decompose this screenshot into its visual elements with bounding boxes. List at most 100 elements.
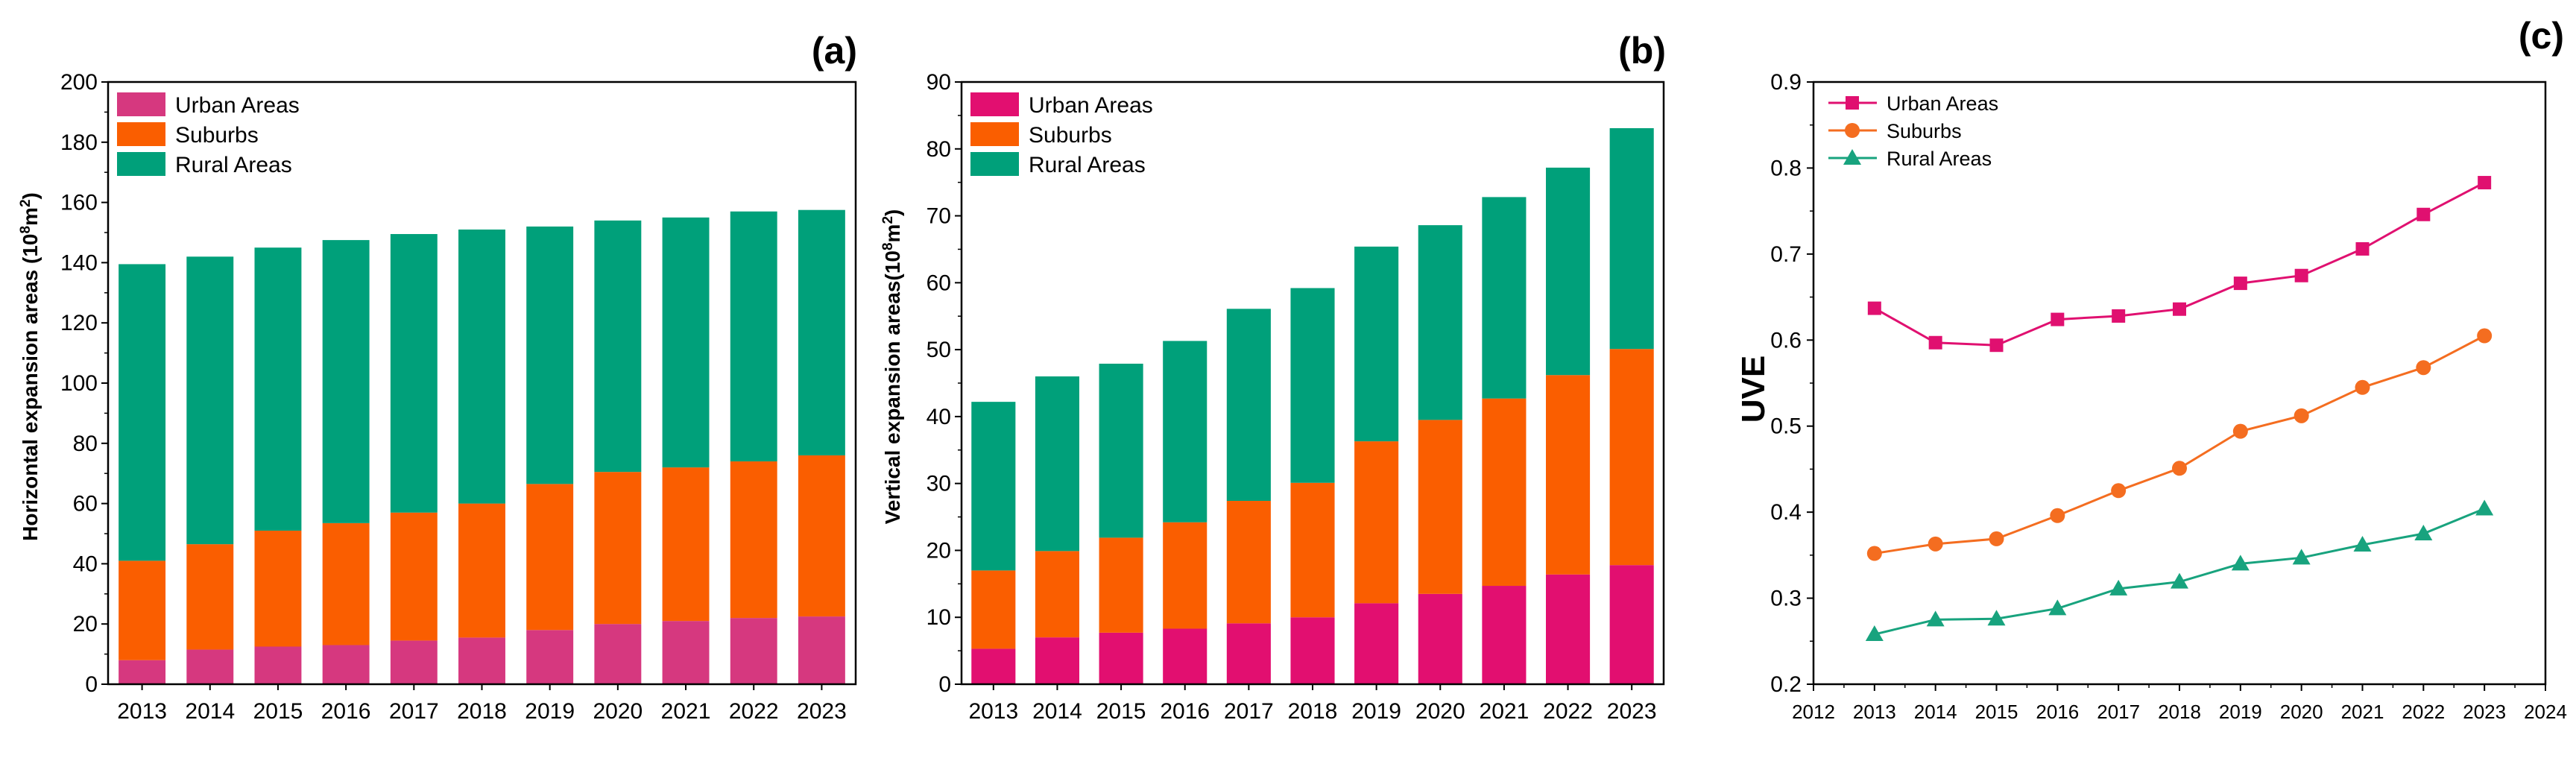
y-tick-label: 0	[85, 672, 98, 697]
x-tick-label: 2018	[2158, 701, 2201, 723]
point-rural-areas-2022	[2414, 525, 2433, 540]
panel-b-axes: 2013 2014 2015 2016 2017 2018 2019 2020 2021 2022…	[926, 70, 1665, 724]
x-tick-label: 2019	[1351, 699, 1401, 724]
y-tick-label: 140	[60, 250, 98, 275]
bar-urban-areas-2020	[1418, 593, 1462, 684]
x-tick-label: 2023	[797, 699, 847, 724]
point-urban-areas-2021	[2355, 241, 2370, 256]
y-tick-label: 0.9	[1770, 70, 1802, 95]
bar-urban-areas-2021	[662, 621, 710, 684]
panel-c-legend: Urban Areas Suburbs Rural Areas	[1828, 92, 1998, 170]
legend-label: Urban Areas	[1029, 93, 1153, 118]
bar-suburbs-2021	[1482, 398, 1527, 587]
point-rural-areas-2016	[2048, 599, 2067, 616]
point-suburbs-2023	[2477, 328, 2493, 344]
bar-suburbs-2017	[390, 512, 438, 641]
bar-urban-areas-2021	[1482, 586, 1527, 684]
bar-suburbs-2018	[458, 503, 505, 638]
point-suburbs-2022	[2416, 360, 2431, 376]
y-tick-label: 70	[926, 204, 951, 229]
bar-rural-areas-2022	[1546, 167, 1591, 376]
point-suburbs-2017	[2111, 483, 2127, 499]
bar-rural-areas-2021	[662, 217, 710, 468]
bar-urban-areas-2013	[971, 648, 1016, 684]
legend-marker-rural-areas	[1843, 149, 1861, 165]
y-tick-label: 50	[926, 338, 951, 362]
legend-label: Suburbs	[1887, 120, 1962, 142]
point-suburbs-2013	[1866, 546, 1882, 561]
point-rural-areas-2023	[2475, 499, 2494, 516]
panel-c: (c) UVE 2012 2013 2014 2015 2016 2017 2018 2019…	[1735, 15, 2567, 723]
y-tick-label: 0.2	[1770, 672, 1802, 697]
x-tick-label: 2021	[1480, 699, 1530, 724]
point-suburbs-2021	[2355, 379, 2370, 395]
x-tick-label: 2015	[253, 699, 303, 724]
bar-urban-areas-2017	[390, 640, 438, 684]
bar-urban-areas-2015	[254, 646, 302, 684]
bar-urban-areas-2020	[594, 624, 642, 684]
point-urban-areas-2015	[1989, 338, 2004, 353]
bar-rural-areas-2018	[1290, 288, 1335, 483]
bar-rural-areas-2014	[1035, 376, 1079, 552]
x-tick-label: 2023	[1607, 699, 1657, 724]
bar-rural-areas-2015	[1099, 363, 1143, 538]
bar-rural-areas-2018	[458, 229, 505, 504]
legend-swatch-rural-areas	[970, 152, 1019, 176]
panel-b-y-axis-title: Vertical expansion areas(108m2)	[880, 209, 905, 525]
bar-suburbs-2020	[594, 472, 642, 625]
point-suburbs-2018	[2172, 461, 2187, 476]
point-rural-areas-2017	[2109, 579, 2128, 596]
bar-suburbs-2022	[1546, 375, 1591, 575]
y-tick-label: 0.7	[1770, 242, 1802, 267]
bar-suburbs-2016	[1163, 522, 1208, 629]
x-tick-label: 2022	[729, 699, 779, 724]
x-tick-label: 2023	[2463, 701, 2506, 723]
panel-c-lines	[1865, 176, 2494, 642]
bar-rural-areas-2019	[1354, 246, 1399, 442]
x-tick-label: 2022	[1543, 699, 1593, 724]
panel-b-bars	[971, 127, 1654, 684]
bar-urban-areas-2022	[1546, 574, 1591, 684]
legend-swatch-suburbs	[970, 122, 1019, 146]
x-tick-label: 2012	[1792, 701, 1835, 723]
x-tick-label: 2024	[2524, 701, 2567, 723]
panel-a-label: (a)	[812, 30, 857, 72]
point-suburbs-2014	[1928, 536, 1943, 552]
y-tick-label: 90	[926, 70, 951, 95]
bar-rural-areas-2021	[1482, 197, 1527, 399]
x-tick-label: 2017	[2097, 701, 2140, 723]
y-tick-label: 120	[60, 311, 98, 335]
legend-marker-suburbs	[1845, 123, 1860, 138]
y-tick-label: 200	[60, 70, 98, 95]
panel-a-axes: 2013 2014 2015 2016 2017 2018 2019 2020 2021 2022…	[60, 70, 857, 724]
y-tick-label: 0	[938, 672, 951, 697]
point-suburbs-2019	[2232, 423, 2248, 439]
bar-urban-areas-2015	[1099, 632, 1143, 684]
point-urban-areas-2016	[2051, 312, 2065, 326]
x-tick-label: 2016	[1160, 699, 1210, 724]
y-tick-label: 20	[73, 612, 98, 637]
legend-label: Urban Areas	[1887, 92, 1998, 115]
bar-rural-areas-2013	[971, 402, 1016, 571]
bar-urban-areas-2018	[458, 637, 505, 684]
y-tick-label: 180	[60, 130, 98, 155]
point-urban-areas-2018	[2173, 302, 2186, 316]
legend-label: Urban Areas	[175, 93, 300, 118]
legend-swatch-urban-areas	[117, 92, 165, 116]
bar-suburbs-2019	[1354, 441, 1399, 604]
bar-urban-areas-2016	[322, 645, 370, 684]
plot-frame	[960, 80, 1665, 686]
plot-frame	[107, 80, 857, 686]
bar-rural-areas-2023	[798, 209, 845, 455]
bar-suburbs-2015	[254, 530, 302, 647]
panel-a-bars	[119, 209, 845, 684]
legend-label: Suburbs	[175, 123, 259, 148]
y-tick-label: 0.3	[1770, 587, 1802, 611]
bar-suburbs-2014	[186, 544, 234, 650]
x-tick-label: 2016	[321, 699, 371, 724]
x-tick-label: 2022	[2402, 701, 2445, 723]
y-tick-label: 100	[60, 371, 98, 396]
panel-b-legend: Urban Areas Suburbs Rural Areas	[970, 92, 1153, 177]
bar-rural-areas-2015	[254, 247, 302, 531]
bar-urban-areas-2018	[1290, 617, 1335, 684]
